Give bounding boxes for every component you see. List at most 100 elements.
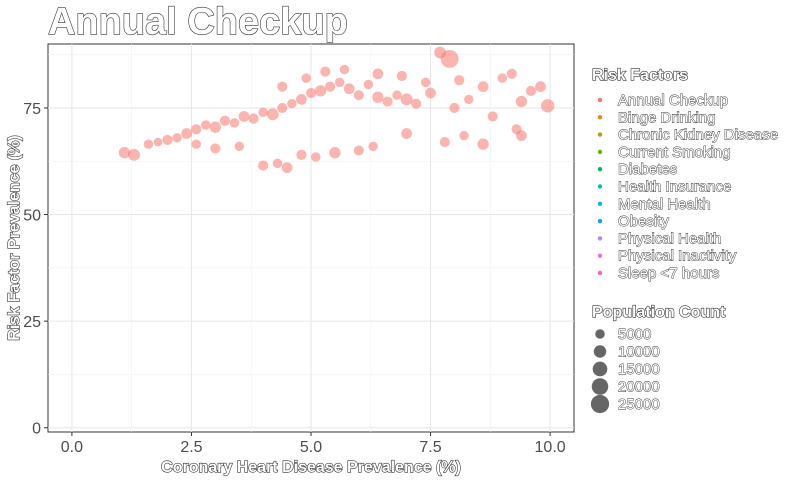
x-tick-label: 10.0 — [535, 439, 566, 456]
legend-item-label: Binge Drinking — [618, 109, 716, 126]
data-point — [382, 96, 393, 107]
legend-size-circle — [593, 345, 607, 358]
y-tick-label: 0 — [32, 421, 41, 438]
data-point — [162, 134, 173, 146]
data-point — [143, 139, 154, 149]
legend-key-dot — [597, 270, 603, 276]
legend-size-circle — [591, 378, 609, 395]
legend-key-dot — [597, 167, 603, 172]
data-point — [172, 133, 182, 143]
data-point — [339, 64, 350, 75]
legend-item-label: Annual Checkup — [618, 92, 728, 109]
legend-item-label: Physical Inactivity — [618, 248, 737, 265]
data-point — [272, 158, 283, 169]
legend-key-dot — [597, 253, 603, 258]
data-point — [477, 81, 489, 93]
x-tick-label: 0.0 — [61, 439, 83, 456]
data-point — [372, 68, 384, 80]
data-point — [258, 160, 269, 171]
data-point — [234, 141, 245, 152]
legend-item-label: Health Insurance — [618, 179, 731, 196]
data-point — [459, 130, 469, 141]
x-tick-label: 2.5 — [180, 439, 202, 456]
data-point — [301, 73, 311, 83]
data-point — [396, 70, 407, 82]
data-point — [425, 87, 436, 99]
data-point — [343, 83, 355, 95]
data-point — [219, 115, 231, 126]
data-point — [258, 107, 268, 117]
data-point — [287, 98, 297, 109]
data-point — [535, 81, 546, 93]
data-point — [525, 85, 537, 96]
data-point — [515, 95, 528, 108]
legend-size-label: 10000 — [618, 344, 660, 361]
data-point — [329, 147, 341, 159]
data-point — [153, 137, 163, 147]
data-point — [334, 77, 345, 88]
data-point — [516, 130, 527, 142]
x-axis-ticks: 0.0 2.5 5.0 7.5 10.0 — [61, 432, 566, 456]
y-axis-label: Risk Factor Prevalence (%) — [6, 135, 23, 340]
data-point — [449, 102, 460, 114]
x-tick-label: 5.0 — [300, 439, 322, 456]
legend-size-circle — [595, 329, 605, 339]
grid-lines — [48, 44, 574, 432]
data-point — [118, 147, 131, 159]
data-point — [128, 148, 141, 161]
legend-item-label: Mental Health — [618, 196, 711, 213]
y-tick-label: 25 — [23, 314, 41, 331]
data-point — [363, 79, 374, 90]
data-point — [311, 152, 321, 162]
data-point — [541, 99, 555, 113]
data-point — [454, 75, 465, 86]
data-point — [392, 90, 402, 100]
data-point — [266, 108, 279, 121]
data-point — [191, 124, 202, 135]
data-points — [118, 46, 555, 174]
data-point — [181, 128, 193, 139]
data-point — [209, 121, 222, 133]
data-point — [497, 73, 508, 83]
legend-item-label: Obesity — [618, 213, 669, 230]
legend-key-dot — [597, 115, 603, 120]
data-point — [201, 120, 211, 130]
legend-key-dot — [597, 184, 603, 189]
data-point — [305, 87, 317, 99]
legend-size-circle — [590, 394, 610, 414]
legend-key-dot — [597, 201, 603, 206]
data-point — [238, 111, 250, 122]
data-point — [325, 81, 336, 92]
data-point — [401, 128, 413, 139]
data-point — [439, 136, 450, 148]
data-point — [296, 94, 307, 105]
x-tick-label: 7.5 — [419, 439, 441, 456]
y-axis-ticks: 0 25 50 75 — [23, 101, 48, 438]
data-point — [411, 98, 422, 109]
legend-key-dot — [597, 236, 603, 241]
data-point — [353, 145, 364, 156]
data-point — [277, 81, 288, 92]
data-point — [320, 66, 331, 77]
legend-size-label: 20000 — [618, 379, 660, 396]
data-point — [296, 149, 307, 160]
legend-item-label: Chronic Kidney Disease — [618, 127, 778, 144]
legend-item-label: Diabetes — [618, 161, 677, 178]
data-point — [191, 139, 201, 149]
data-point — [464, 94, 474, 105]
data-point — [506, 68, 517, 79]
legend-size-title: Population Count — [592, 304, 726, 321]
data-point — [400, 93, 413, 106]
data-point — [353, 90, 364, 101]
x-axis-label: Coronary Heart Disease Prevalence (%) — [161, 459, 461, 476]
legend-size-label: 15000 — [618, 361, 660, 378]
legend-item-label: Physical Health — [618, 230, 721, 247]
y-tick-label: 75 — [23, 101, 41, 118]
y-tick-label: 50 — [23, 208, 41, 225]
legend-risk-title: Risk Factors — [592, 67, 688, 84]
legend-key-dot — [597, 132, 603, 137]
legend-key-dot — [597, 218, 603, 224]
